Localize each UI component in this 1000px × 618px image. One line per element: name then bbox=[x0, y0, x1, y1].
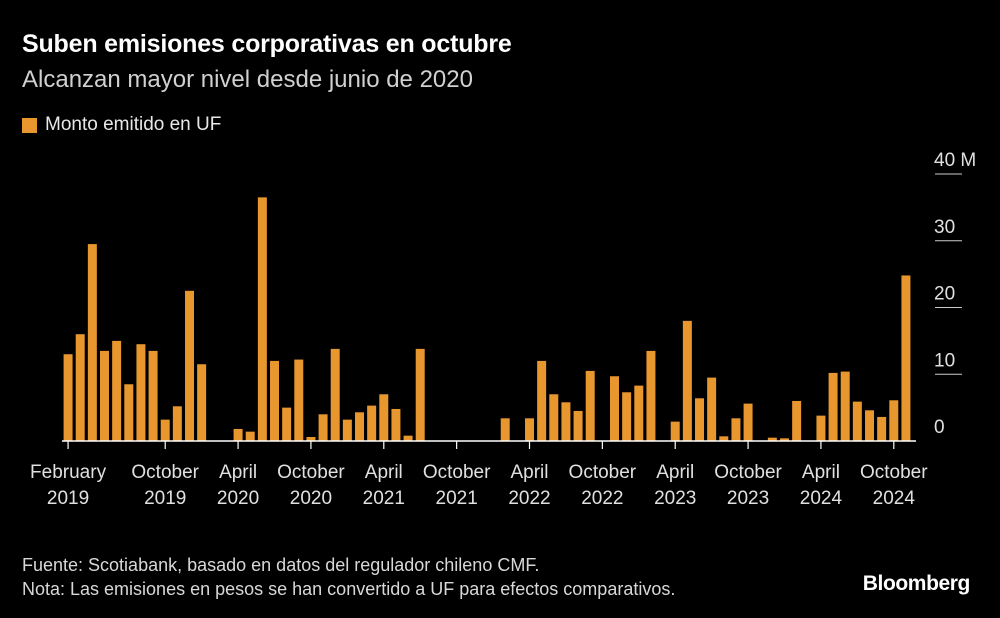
bar bbox=[185, 290, 194, 441]
x-tick-label: 2024 bbox=[873, 488, 916, 509]
x-tick-label: October bbox=[569, 462, 637, 483]
bar bbox=[682, 320, 692, 441]
bar bbox=[816, 415, 826, 441]
x-tick-label: 2023 bbox=[727, 488, 769, 509]
bar bbox=[355, 412, 364, 441]
bar bbox=[877, 416, 887, 441]
bar bbox=[75, 334, 85, 441]
bar bbox=[865, 410, 874, 441]
bar bbox=[622, 392, 632, 441]
x-tick-label: October bbox=[131, 462, 199, 483]
bar bbox=[391, 408, 401, 441]
bar bbox=[780, 438, 789, 441]
bar bbox=[792, 400, 802, 441]
bar bbox=[646, 350, 656, 441]
bar bbox=[148, 350, 158, 441]
x-tick-label: 2019 bbox=[144, 488, 186, 509]
bar bbox=[525, 418, 534, 441]
legend: Monto emitido en UF bbox=[22, 114, 221, 136]
source-note: Fuente: Scotiabank, basado en datos del … bbox=[22, 555, 540, 575]
bar bbox=[270, 360, 279, 441]
x-tick-label: 2021 bbox=[363, 488, 405, 509]
y-tick-label: 10 bbox=[934, 350, 955, 371]
bar bbox=[610, 376, 619, 441]
bar bbox=[889, 400, 899, 441]
x-tick-label: October bbox=[423, 462, 491, 483]
bar bbox=[767, 437, 777, 441]
bar bbox=[100, 350, 109, 441]
x-tick-label: February bbox=[30, 462, 107, 483]
bar bbox=[901, 275, 911, 441]
y-tick-label: 30 bbox=[934, 217, 955, 238]
bar bbox=[197, 364, 207, 441]
bar bbox=[124, 384, 134, 441]
x-tick-label: October bbox=[714, 462, 782, 483]
bar bbox=[63, 354, 73, 441]
x-axis: February 2019 October 2019 April 2020 October 2… bbox=[30, 440, 928, 509]
x-tick-label: April bbox=[510, 462, 548, 483]
x-tick-label: 2020 bbox=[217, 488, 259, 509]
footer: Fuente: Scotiabank, basado en datos del … bbox=[22, 553, 675, 601]
bar bbox=[707, 377, 717, 441]
bar bbox=[695, 398, 704, 441]
bar bbox=[573, 410, 583, 441]
x-tick-label: October bbox=[277, 462, 345, 483]
x-tick-label: October bbox=[860, 462, 928, 483]
bar bbox=[318, 414, 328, 441]
bar bbox=[245, 431, 255, 441]
bar bbox=[415, 348, 425, 441]
bar bbox=[403, 435, 413, 441]
x-tick-label: April bbox=[219, 462, 257, 483]
x-tick-label: 2023 bbox=[654, 488, 696, 509]
bar bbox=[233, 428, 243, 441]
bar bbox=[719, 436, 729, 441]
x-tick-label: April bbox=[656, 462, 694, 483]
x-tick-label: 2019 bbox=[47, 488, 89, 509]
x-tick-label: 2024 bbox=[800, 488, 843, 509]
bar bbox=[500, 418, 510, 441]
bar bbox=[585, 370, 595, 441]
x-tick-label: April bbox=[365, 462, 403, 483]
bar bbox=[561, 402, 571, 441]
bar bbox=[282, 407, 292, 442]
y-tick-label: 20 bbox=[934, 284, 955, 305]
legend-swatch bbox=[22, 117, 37, 133]
bar bbox=[112, 340, 122, 442]
legend-label: Monto emitido en UF bbox=[45, 114, 222, 135]
bar bbox=[852, 401, 862, 441]
bar bbox=[731, 418, 741, 441]
bar bbox=[330, 348, 340, 441]
bar bbox=[306, 437, 316, 441]
x-tick-label: April bbox=[802, 462, 840, 483]
bar bbox=[670, 421, 680, 441]
bar bbox=[172, 406, 182, 441]
chart-title: Suben emisiones corporativas en octubre bbox=[22, 30, 512, 58]
x-tick-label: 2022 bbox=[581, 488, 623, 509]
bar bbox=[537, 360, 547, 441]
bar bbox=[743, 403, 753, 441]
x-tick-label: 2021 bbox=[436, 488, 478, 509]
bar bbox=[367, 405, 377, 441]
y-tick-label: 40 M bbox=[934, 150, 976, 171]
bar bbox=[634, 385, 644, 441]
bar bbox=[840, 371, 850, 441]
footnote: Nota: Las emisiones en pesos se han conv… bbox=[22, 579, 676, 599]
bar bbox=[294, 359, 304, 441]
chart-subtitle: Alcanzan mayor nivel desde junio de 2020 bbox=[22, 66, 473, 93]
x-tick-label: 2022 bbox=[508, 488, 550, 509]
bar bbox=[828, 372, 838, 441]
bar bbox=[160, 419, 170, 441]
bar bbox=[257, 197, 267, 441]
bar bbox=[549, 394, 559, 441]
x-tick-label: 2020 bbox=[290, 488, 332, 509]
bars-group bbox=[63, 197, 911, 442]
bar bbox=[379, 394, 389, 441]
y-axis: 0 10 20 30 40 M bbox=[934, 150, 976, 438]
bar bbox=[136, 344, 146, 441]
bloomberg-logo: Bloomberg bbox=[862, 572, 971, 595]
bar bbox=[342, 419, 352, 441]
y-tick-label: 0 bbox=[934, 417, 945, 438]
bar bbox=[87, 244, 97, 441]
